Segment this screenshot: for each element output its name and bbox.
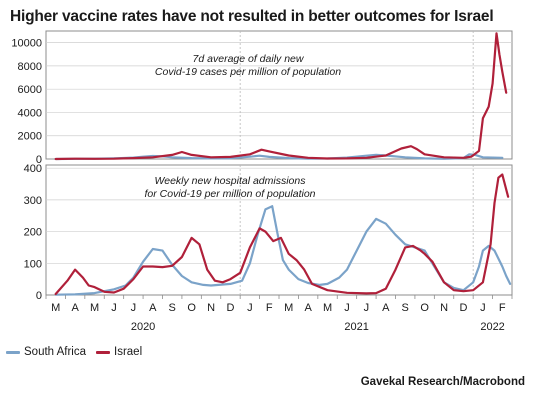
month-label-8: N <box>207 302 215 314</box>
annotation-0-0: 7d average of daily new <box>193 53 305 65</box>
month-label-3: J <box>111 302 117 314</box>
month-label-13: A <box>304 302 312 314</box>
ytick-label-0-1: 2000 <box>18 131 42 143</box>
ytick-label-1-0: 0 <box>36 290 42 302</box>
year-label-2020: 2020 <box>131 321 155 333</box>
month-label-18: S <box>402 302 409 314</box>
month-label-17: A <box>382 302 390 314</box>
annotation-1-0: Weekly new hospital admissions <box>155 175 307 187</box>
month-label-2: M <box>90 302 99 314</box>
ytick-label-0-2: 4000 <box>18 107 42 119</box>
annotation-1-1: for Covid-19 per million of population <box>144 188 315 200</box>
source-credit: Gavekal Research/Macrobond <box>360 376 525 388</box>
month-label-11: F <box>266 302 273 314</box>
month-label-12: M <box>284 302 293 314</box>
ytick-label-1-4: 400 <box>24 163 42 175</box>
ytick-label-0-0: 0 <box>36 154 42 166</box>
month-label-19: O <box>420 302 429 314</box>
month-label-20: N <box>440 302 448 314</box>
legend-item-israel: Israel <box>96 346 142 358</box>
ytick-label-1-3: 300 <box>24 195 42 207</box>
series-line-1-israel <box>54 173 510 296</box>
series-line-1-south-africa <box>54 205 512 296</box>
plot-frame-0 <box>45 30 513 160</box>
ytick-label-0-5: 10000 <box>11 38 42 50</box>
month-label-14: M <box>323 302 332 314</box>
ytick-label-1-1: 100 <box>24 258 42 270</box>
year-label-2021: 2021 <box>344 321 368 333</box>
legend: South Africa Israel <box>6 346 152 358</box>
ytick-label-1-2: 200 <box>24 227 42 239</box>
legend-label-south-africa: South Africa <box>24 346 87 358</box>
month-label-5: A <box>149 302 157 314</box>
year-label-2022: 2022 <box>480 321 504 333</box>
legend-item-south-africa: South Africa <box>6 346 86 358</box>
month-label-0: M <box>51 302 60 314</box>
month-label-1: A <box>71 302 79 314</box>
month-label-9: D <box>226 302 234 314</box>
legend-swatch-israel <box>96 350 111 354</box>
legend-label-israel: Israel <box>114 346 143 358</box>
legend-swatch-south-africa <box>6 350 20 354</box>
month-label-6: S <box>169 302 176 314</box>
month-label-21: D <box>459 302 467 314</box>
month-label-4: J <box>131 302 137 314</box>
month-label-22: J <box>480 302 486 314</box>
month-label-15: J <box>344 302 350 314</box>
month-label-16: J <box>364 302 370 314</box>
ytick-label-0-3: 6000 <box>18 84 42 96</box>
chart-title: Higher vaccine rates have not resulted i… <box>10 8 494 25</box>
month-label-7: O <box>187 302 196 314</box>
series-line-0-israel <box>54 32 508 161</box>
annotation-0-1: Covid-19 cases per million of population <box>155 66 341 78</box>
month-label-10: J <box>247 302 253 314</box>
ytick-label-0-4: 8000 <box>18 61 42 73</box>
month-label-23: F <box>499 302 506 314</box>
